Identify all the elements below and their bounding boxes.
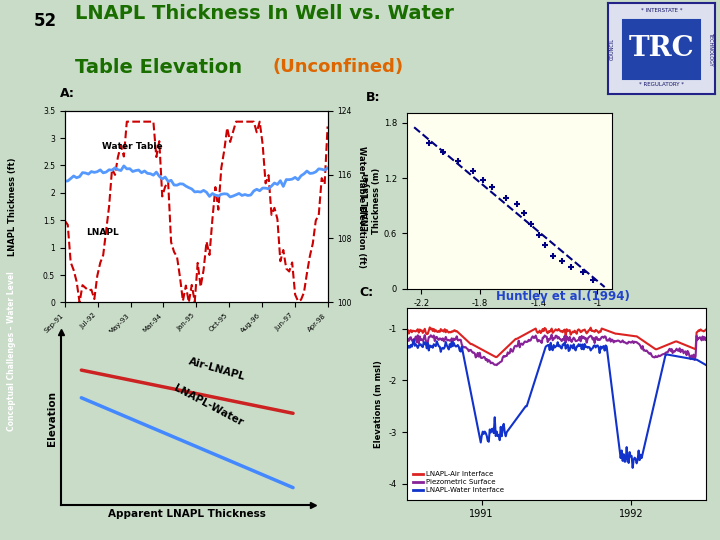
Text: LNAPL: LNAPL bbox=[86, 228, 119, 237]
X-axis label: Apparent LNAPL Thickness: Apparent LNAPL Thickness bbox=[108, 509, 266, 519]
Point bbox=[438, 148, 449, 157]
Text: * INTERSTATE *: * INTERSTATE * bbox=[641, 8, 683, 13]
Text: TRC: TRC bbox=[629, 35, 695, 62]
Text: Water Table: Water Table bbox=[102, 142, 162, 151]
Text: * REGULATORY *: * REGULATORY * bbox=[639, 82, 684, 87]
Text: Air-LNAPL: Air-LNAPL bbox=[187, 357, 246, 382]
Text: C:: C: bbox=[359, 286, 373, 299]
Point bbox=[452, 157, 464, 166]
Point bbox=[577, 268, 588, 276]
X-axis label: Water-Table Elevation (m): Water-Table Elevation (m) bbox=[448, 313, 571, 322]
Point bbox=[533, 231, 544, 240]
Text: Huntley et al.(1994): Huntley et al.(1994) bbox=[496, 290, 630, 303]
Legend: LNAPL-Air Interface, Piezometric Surface, LNAPL-Water Interface: LNAPL-Air Interface, Piezometric Surface… bbox=[410, 468, 507, 496]
Y-axis label: Water-Table Elevation (ft): Water-Table Elevation (ft) bbox=[356, 146, 366, 267]
Point bbox=[539, 240, 550, 249]
Point bbox=[486, 183, 498, 192]
Text: Conceptual Challenges – Water Level: Conceptual Challenges – Water Level bbox=[7, 271, 16, 431]
Text: A:: A: bbox=[60, 87, 74, 100]
Text: COUNCIL: COUNCIL bbox=[610, 38, 615, 59]
Text: LNAPL Thickness In Well vs. Water: LNAPL Thickness In Well vs. Water bbox=[76, 4, 454, 23]
Bar bbox=[624, 21, 700, 78]
Point bbox=[500, 194, 512, 202]
Text: Table Elevation: Table Elevation bbox=[76, 58, 249, 77]
Point bbox=[477, 176, 489, 184]
Point bbox=[423, 139, 435, 147]
Text: LNAPL-Water: LNAPL-Water bbox=[172, 382, 245, 428]
Text: 52: 52 bbox=[34, 12, 57, 30]
Text: TECHNOLOGY: TECHNOLOGY bbox=[708, 32, 714, 65]
Text: (Unconfined): (Unconfined) bbox=[273, 58, 404, 76]
Point bbox=[548, 251, 559, 260]
Point bbox=[557, 257, 568, 266]
Point bbox=[588, 275, 599, 284]
Point bbox=[526, 220, 537, 228]
Y-axis label: LNAPL Layer
Thickness (m): LNAPL Layer Thickness (m) bbox=[361, 168, 381, 234]
Text: B:: B: bbox=[366, 91, 380, 104]
Y-axis label: Elevations (m msl): Elevations (m msl) bbox=[374, 360, 383, 448]
Point bbox=[565, 262, 577, 271]
Point bbox=[511, 200, 523, 208]
Y-axis label: Elevation: Elevation bbox=[47, 391, 57, 446]
Point bbox=[518, 209, 530, 218]
Y-axis label: LNAPL Thickness (ft): LNAPL Thickness (ft) bbox=[9, 157, 17, 256]
Point bbox=[467, 166, 479, 175]
